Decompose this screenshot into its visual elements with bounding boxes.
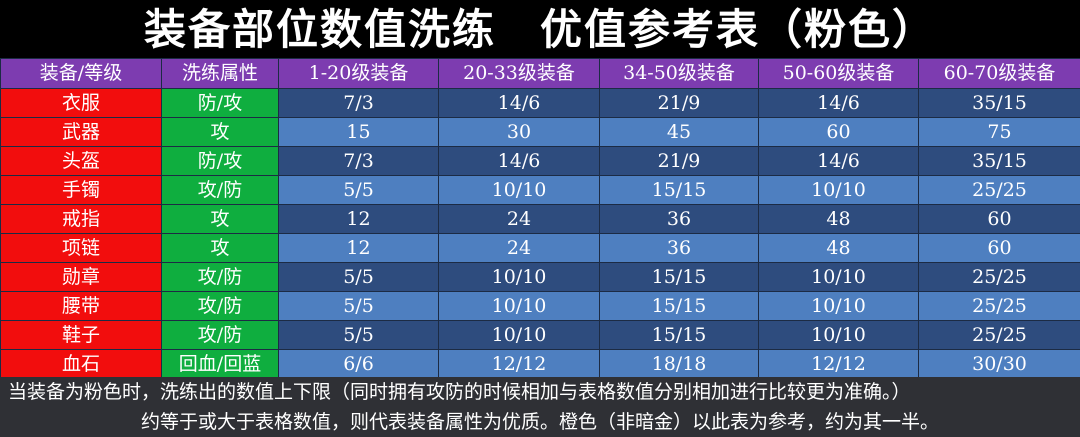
table-row: 鞋子 攻/防 5/5 10/10 15/15 10/10 25/25 — [0, 320, 1080, 350]
table-row: 戒指攻 12 24 36 48 60 — [0, 204, 1080, 234]
value-cell-1-20: 7/3 — [278, 88, 439, 118]
value-cell-50-60: 10/10 — [758, 175, 919, 205]
value-cell-50-60: 60 — [758, 117, 919, 147]
header-level-20-33: 20-33级装备 — [438, 58, 600, 89]
value-cell-60-70: 25/25 — [918, 262, 1080, 292]
value-cell-20-33: 10/10 — [438, 320, 600, 350]
refine-attr-cell: 防/攻 — [161, 146, 279, 176]
value-cell-1-20: 12 — [278, 204, 439, 234]
refine-attr-cell: 防/攻 — [161, 88, 279, 118]
value-cell-34-50: 36 — [599, 233, 759, 263]
value-cell-1-20: 6/6 — [278, 349, 439, 379]
value-cell-50-60: 12/12 — [758, 349, 919, 379]
table-row: 血石 回血/回蓝 6/6 12/12 18/18 12/12 30/30 — [0, 349, 1080, 379]
value-cell-1-20: 5/5 — [278, 320, 439, 350]
value-cell-20-33: 30 — [438, 117, 600, 147]
value-cell-60-70: 30/30 — [918, 349, 1080, 379]
equip-name-cell: 武器 — [0, 117, 162, 147]
equip-name-cell: 衣服 — [0, 88, 162, 118]
equip-name-cell: 腰带 — [0, 291, 162, 321]
value-cell-20-33: 24 — [438, 204, 600, 234]
value-cell-34-50: 36 — [599, 204, 759, 234]
table-row: 武器攻 15 30 45 60 75 — [0, 117, 1080, 147]
table-row: 勋章 攻/防 5/5 10/10 15/15 10/10 25/25 — [0, 262, 1080, 292]
equip-name-cell: 勋章 — [0, 262, 162, 292]
equip-name-cell: 手镯 — [0, 175, 162, 205]
refine-attr-cell: 攻 — [161, 117, 279, 147]
refine-attr-cell: 攻/防 — [161, 262, 279, 292]
value-cell-1-20: 5/5 — [278, 262, 439, 292]
table-header-row: 装备/等级 洗练属性 1-20级装备 20-33级装备 34-50级装备 50-… — [0, 58, 1080, 89]
table-row: 衣服 防/攻 7/3 14/6 21/9 14/6 35/15 — [0, 88, 1080, 118]
refine-attr-cell: 回血/回蓝 — [161, 349, 279, 379]
header-level-1-20: 1-20级装备 — [278, 58, 439, 89]
value-cell-1-20: 7/3 — [278, 146, 439, 176]
refine-value-table: 装备/等级 洗练属性 1-20级装备 20-33级装备 34-50级装备 50-… — [0, 58, 1080, 379]
refine-attr-cell: 攻/防 — [161, 175, 279, 205]
value-cell-20-33: 14/6 — [438, 146, 600, 176]
equip-name-cell: 戒指 — [0, 204, 162, 234]
value-cell-20-33: 10/10 — [438, 262, 600, 292]
refine-attr-cell: 攻 — [161, 204, 279, 234]
value-cell-50-60: 14/6 — [758, 146, 919, 176]
equip-name-cell: 项链 — [0, 233, 162, 263]
page-title: 装备部位数值洗练 优值参考表（粉色） — [0, 0, 1080, 58]
value-cell-34-50: 15/15 — [599, 320, 759, 350]
value-cell-50-60: 10/10 — [758, 291, 919, 321]
value-cell-1-20: 5/5 — [278, 291, 439, 321]
table-row: 头盔 防/攻 7/3 14/6 21/9 14/6 35/15 — [0, 146, 1080, 176]
value-cell-20-33: 24 — [438, 233, 600, 263]
table-row: 腰带 攻/防 5/5 10/10 15/15 10/10 25/25 — [0, 291, 1080, 321]
value-cell-1-20: 12 — [278, 233, 439, 263]
footer-note-line-1: 当装备为粉色时，洗练出的数值上下限（同时拥有攻防的时候相加与表格数值分别相加进行… — [8, 381, 911, 403]
value-cell-20-33: 14/6 — [438, 88, 600, 118]
value-cell-50-60: 10/10 — [758, 262, 919, 292]
value-cell-20-33: 12/12 — [438, 349, 600, 379]
value-cell-60-70: 25/25 — [918, 175, 1080, 205]
table-row: 手镯 攻/防 5/5 10/10 15/15 10/10 25/25 — [0, 175, 1080, 205]
value-cell-50-60: 14/6 — [758, 88, 919, 118]
value-cell-50-60: 48 — [758, 204, 919, 234]
value-cell-50-60: 48 — [758, 233, 919, 263]
header-level-50-60: 50-60级装备 — [758, 58, 919, 89]
refine-attr-cell: 攻/防 — [161, 291, 279, 321]
footer-note-line-2: 约等于或大于表格数值，则代表装备属性为优质。橙色（非暗金）以此表为参考，约为其一… — [140, 411, 939, 433]
equip-name-cell: 血石 — [0, 349, 162, 379]
table-row: 项链攻 12 24 36 48 60 — [0, 233, 1080, 263]
value-cell-60-70: 25/25 — [918, 320, 1080, 350]
value-cell-60-70: 35/15 — [918, 88, 1080, 118]
refine-attr-cell: 攻 — [161, 233, 279, 263]
value-cell-50-60: 10/10 — [758, 320, 919, 350]
value-cell-1-20: 15 — [278, 117, 439, 147]
value-cell-20-33: 10/10 — [438, 291, 600, 321]
value-cell-34-50: 15/15 — [599, 175, 759, 205]
value-cell-34-50: 21/9 — [599, 88, 759, 118]
footer-note: 当装备为粉色时，洗练出的数值上下限（同时拥有攻防的时候相加与表格数值分别相加进行… — [0, 377, 1080, 437]
table-body: 衣服 防/攻 7/3 14/6 21/9 14/6 35/15 武器攻 15 30 45 60 75 头盔… — [0, 88, 1080, 379]
value-cell-34-50: 15/15 — [599, 262, 759, 292]
value-cell-34-50: 15/15 — [599, 291, 759, 321]
header-level-34-50: 34-50级装备 — [599, 58, 759, 89]
value-cell-20-33: 10/10 — [438, 175, 600, 205]
value-cell-60-70: 35/15 — [918, 146, 1080, 176]
header-refine-attr: 洗练属性 — [161, 58, 279, 89]
value-cell-60-70: 75 — [918, 117, 1080, 147]
value-cell-1-20: 5/5 — [278, 175, 439, 205]
value-cell-34-50: 21/9 — [599, 146, 759, 176]
refine-attr-cell: 攻/防 — [161, 320, 279, 350]
header-equip-level: 装备/等级 — [0, 58, 162, 89]
value-cell-34-50: 18/18 — [599, 349, 759, 379]
value-cell-60-70: 60 — [918, 233, 1080, 263]
equip-name-cell: 鞋子 — [0, 320, 162, 350]
value-cell-34-50: 45 — [599, 117, 759, 147]
value-cell-60-70: 60 — [918, 204, 1080, 234]
value-cell-60-70: 25/25 — [918, 291, 1080, 321]
equip-name-cell: 头盔 — [0, 146, 162, 176]
header-level-60-70: 60-70级装备 — [918, 58, 1080, 89]
